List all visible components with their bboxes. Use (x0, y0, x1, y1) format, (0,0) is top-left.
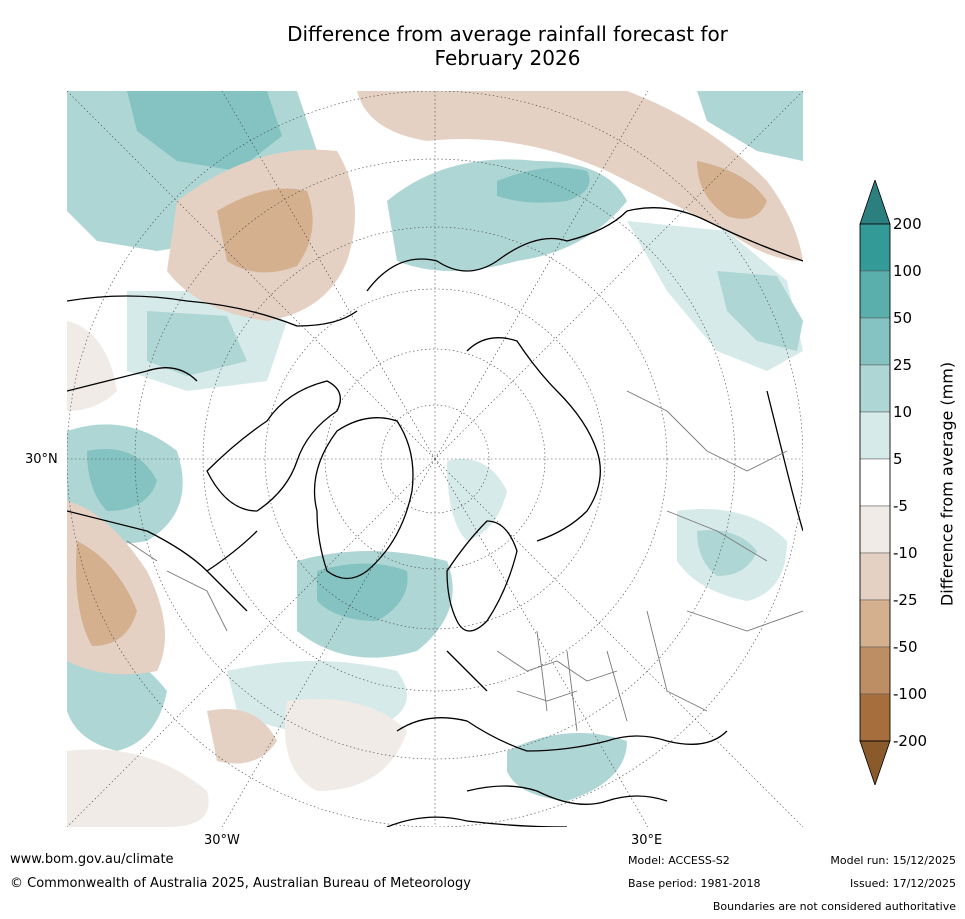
graticule-meridian-30e (434, 458, 649, 828)
country-borders (126, 390, 804, 732)
graticule-lat-60 (264, 288, 606, 630)
coastline-asia-east (766, 390, 804, 532)
colorbar-segment (859, 693, 891, 742)
footer-disclaimer: Boundaries are not considered authoritat… (712, 900, 956, 913)
dry-region-arctic-siberia (357, 91, 803, 261)
colorbar-tick-label: -100 (893, 685, 928, 703)
graticule-meridian-30w (221, 458, 436, 828)
wet-region-central-asia-core (697, 530, 757, 576)
coastline-russia-north (466, 337, 601, 542)
colorbar-tick-label: -50 (893, 638, 918, 656)
title-line-1: Difference from average rainfall forecas… (287, 22, 728, 46)
footer-model: Model: ACCESS-S2 (628, 854, 730, 867)
title-line-2: February 2026 (434, 46, 581, 70)
colorbar-segment (859, 646, 891, 695)
map-canvas (66, 90, 804, 828)
wet-region-east-pacific-core (87, 449, 157, 511)
graticule (66, 90, 804, 828)
colorbar-tick-label: -5 (893, 497, 908, 515)
rainfall-anomaly-map (66, 90, 804, 828)
colorbar-tick-label: 10 (893, 403, 913, 421)
colorbar-segment (859, 411, 891, 460)
colorbar-tick-label: 25 (893, 356, 913, 374)
colorbar-tick-label: -10 (893, 544, 918, 562)
graticule-meridian-150w (221, 90, 436, 460)
colorbar-tick-label: -200 (893, 732, 928, 750)
coastline-mediterranean (466, 785, 668, 805)
wet-region-pacific-west-core (147, 311, 247, 376)
coastline-arctic-canada (206, 380, 341, 512)
footer-base-period: Base period: 1981-2018 (628, 877, 761, 890)
wet-region-ne (697, 91, 803, 161)
dry-region-siberia-core (697, 161, 767, 219)
colorbar-segment (859, 364, 891, 413)
footer-model-run: Model run: 15/12/2025 (830, 854, 956, 867)
dry-region-low-pacific (67, 749, 209, 827)
dry-region-west-pacific-core (76, 541, 137, 646)
colorbar-tick-label: 5 (893, 450, 903, 468)
colorbar-segment (859, 458, 891, 507)
wet-region-north-pacific-band-core (497, 167, 590, 203)
colorbar-outline (859, 223, 891, 742)
lon-label-30e: 30°E (631, 833, 663, 848)
coastline-north-america (66, 295, 358, 612)
wet-region-mediterranean (507, 733, 627, 801)
colorbar-tick-label: 200 (893, 215, 922, 233)
dry-region-east-atlantic (285, 699, 407, 791)
colorbar-segment (859, 599, 891, 648)
colorbar-segment (859, 223, 891, 272)
colorbar-label: Difference from average (mm) (937, 361, 957, 607)
graticule-meridian-150e (434, 90, 649, 460)
footer-copyright: © Commonwealth of Australia 2025, Austra… (10, 876, 471, 891)
colorbar-tick-label: -25 (893, 591, 918, 609)
colorbar-arrow-bottom (859, 740, 891, 785)
chart-title: Difference from average rainfall forecas… (180, 22, 835, 70)
wet-region-east-siberia (717, 271, 803, 351)
wet-region-north-sea (447, 459, 507, 541)
dry-region-alaska-core (217, 188, 313, 273)
coastline-siberia (366, 207, 804, 292)
colorbar-segment (859, 317, 891, 366)
anomaly-shading (67, 91, 803, 827)
coastlines (66, 207, 804, 828)
colorbar-segment (859, 505, 891, 554)
coastline-north-africa (386, 816, 568, 828)
lat-label-30n: 30°N (25, 452, 58, 467)
graticule-lat-70 (324, 348, 546, 570)
colorbar (859, 180, 891, 785)
graticule-lat-80 (380, 404, 490, 514)
footer-url[interactable]: www.bom.gov.au/climate (10, 852, 174, 867)
colorbar-arrow-top (859, 180, 891, 225)
coastline-europe (396, 650, 728, 752)
colorbar-tick-label: 100 (893, 262, 922, 280)
lon-label-30w: 30°W (204, 833, 240, 848)
footer-issued: Issued: 17/12/2025 (849, 877, 956, 890)
colorbar-segment (859, 270, 891, 319)
coastline-alaska (66, 367, 198, 392)
dry-region-subtropical-atlantic (207, 709, 277, 764)
colorbar-tick-label: 50 (893, 309, 913, 327)
colorbar-segment (859, 552, 891, 601)
coastline-greenland (313, 417, 414, 580)
wet-region-nw-pacific-core (127, 91, 282, 171)
coastline-scandinavia (446, 520, 518, 632)
